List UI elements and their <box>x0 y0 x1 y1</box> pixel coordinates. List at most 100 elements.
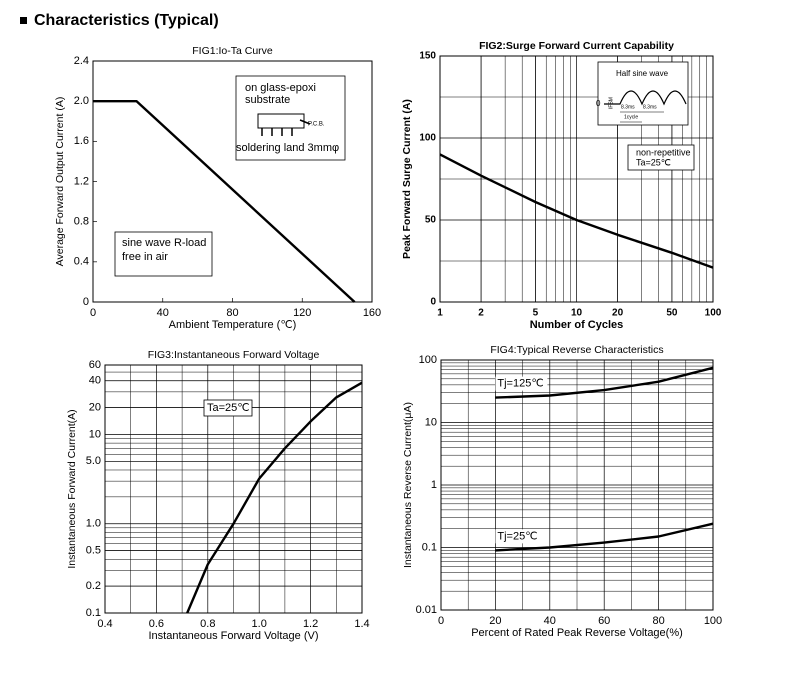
x-tick-label: 0.8 <box>200 618 215 630</box>
chart-title: FIG3:Instantaneous Forward Voltage <box>148 349 320 361</box>
x-tick-label: 5 <box>533 308 539 319</box>
annotation: soldering land 3mmφ <box>236 142 339 154</box>
y-tick-label: 2.4 <box>74 55 89 67</box>
x-tick-label: 160 <box>363 307 381 319</box>
y-tick-label: 60 <box>89 359 101 371</box>
annotation: substrate <box>245 94 290 106</box>
plot-content: 0 40 80 120 16000.40.81.21.62.02.4FIG1:Io-Ta… <box>54 40 722 642</box>
annotation: non-repetitive <box>636 147 691 157</box>
y-tick-label: 0.8 <box>74 216 89 228</box>
y-axis-label: Instantaneous Forward Current(A) <box>66 409 78 568</box>
annotation: 0 <box>596 99 601 108</box>
x-axis-label: Number of Cycles <box>530 319 624 331</box>
y-tick-label: 0.1 <box>86 607 101 619</box>
y-tick-label: 10 <box>89 428 101 440</box>
annotation-box <box>203 399 253 417</box>
series-label-bg <box>495 529 548 544</box>
x-tick-label: 1.4 <box>354 618 369 630</box>
x-axis-label: Instantaneous Forward Voltage (V) <box>149 630 319 642</box>
x-tick-label: 0.6 <box>149 618 164 630</box>
annotation: free in air <box>122 251 168 263</box>
annotation-box <box>597 61 689 126</box>
x-tick-label: 40 <box>544 615 556 627</box>
x-tick-label: 0 <box>90 307 96 319</box>
plot-frame <box>104 364 363 614</box>
x-tick-label: 20 <box>612 308 624 319</box>
plot-frame <box>440 359 714 611</box>
chart-title: FIG4:Typical Reverse Characteristics <box>490 344 663 356</box>
x-tick-label: 100 <box>705 308 722 319</box>
pcb-icon <box>257 113 305 129</box>
x-tick-label: 20 <box>489 615 501 627</box>
y-tick-label: 0 <box>430 297 436 308</box>
annotation: Ta=25℃ <box>636 157 671 167</box>
y-tick-label: 10 <box>425 416 437 428</box>
pcb-leads <box>261 119 311 136</box>
x-tick-label: 1.2 <box>303 618 318 630</box>
plot-frame <box>439 55 714 303</box>
plot-frame <box>92 60 373 303</box>
annotation: Half sine wave <box>616 69 669 78</box>
x-tick-label: 1 <box>437 308 443 319</box>
x-tick-label: 1.0 <box>252 618 267 630</box>
y-tick-label: 5.0 <box>86 455 101 467</box>
annotation-box <box>114 231 213 277</box>
y-tick-label: 1.0 <box>86 518 101 530</box>
data-line <box>495 522 714 552</box>
y-tick-label: 0.4 <box>74 256 89 268</box>
annotation: Ta=25℃ <box>207 402 250 414</box>
bullet <box>20 17 27 24</box>
annotation: IFSM <box>608 97 614 109</box>
y-tick-label: 150 <box>419 51 436 62</box>
series-label-bg <box>495 376 548 391</box>
data-line <box>186 381 363 614</box>
sine-dimensions <box>620 111 664 123</box>
chart-title: FIG1:Io-Ta Curve <box>192 45 273 57</box>
annotation: on glass-epoxi <box>245 82 316 94</box>
x-tick-label: 50 <box>666 308 678 319</box>
series-label: Tj=25℃ <box>497 530 537 542</box>
x-tick-label: 80 <box>226 307 238 319</box>
y-tick-label: 40 <box>89 375 101 387</box>
data-line <box>439 153 714 269</box>
insets <box>114 61 695 417</box>
x-axis-label: Percent of Rated Peak Reverse Voltage(%) <box>471 627 683 639</box>
y-tick-label: 0.5 <box>86 545 101 557</box>
x-tick-label: 0.4 <box>97 618 112 630</box>
y-tick-label: 0.1 <box>422 541 437 553</box>
y-axis-label: Average Forward Output Current (A) <box>54 97 66 267</box>
annotation-box <box>627 144 695 171</box>
y-tick-label: 0.2 <box>86 580 101 592</box>
y-tick-label: 100 <box>419 354 437 366</box>
y-tick-label: 1 <box>431 479 437 491</box>
series-label: Tj=125℃ <box>497 378 543 390</box>
x-tick-label: 100 <box>704 615 722 627</box>
y-tick-label: 0.01 <box>416 604 437 616</box>
y-tick-label: 100 <box>419 133 436 144</box>
y-axis-label: Instantaneous Reverse Current(μA) <box>402 402 414 568</box>
x-axis-label: Ambient Temperature (℃) <box>169 319 297 331</box>
x-tick-label: 0 <box>438 615 444 627</box>
x-tick-label: 120 <box>293 307 311 319</box>
data-line <box>495 366 714 399</box>
y-tick-label: 20 <box>89 401 101 413</box>
y-tick-label: 1.6 <box>74 135 89 147</box>
y-tick-label: 50 <box>425 215 437 226</box>
y-axis-label: Peak Forward Surge Current (A) <box>401 99 413 259</box>
annotation: 8.3ms <box>643 104 657 110</box>
x-tick-label: 40 <box>157 307 169 319</box>
x-tick-label: 80 <box>652 615 664 627</box>
y-tick-label: 1.2 <box>74 175 89 187</box>
x-tick-label: 2 <box>478 308 484 319</box>
page-heading: Characteristics (Typical) <box>34 12 219 29</box>
annotation: 8.3ms <box>621 104 635 110</box>
y-tick-label: 0 <box>83 296 89 308</box>
annotation: P.C.B. <box>308 122 325 128</box>
x-tick-label: 10 <box>571 308 583 319</box>
x-tick-label: 60 <box>598 615 610 627</box>
sine-icon <box>604 90 687 106</box>
annotation: sine wave R-load <box>122 237 206 249</box>
annotation: 1cycle <box>624 114 638 120</box>
y-tick-label: 2.0 <box>74 95 89 107</box>
